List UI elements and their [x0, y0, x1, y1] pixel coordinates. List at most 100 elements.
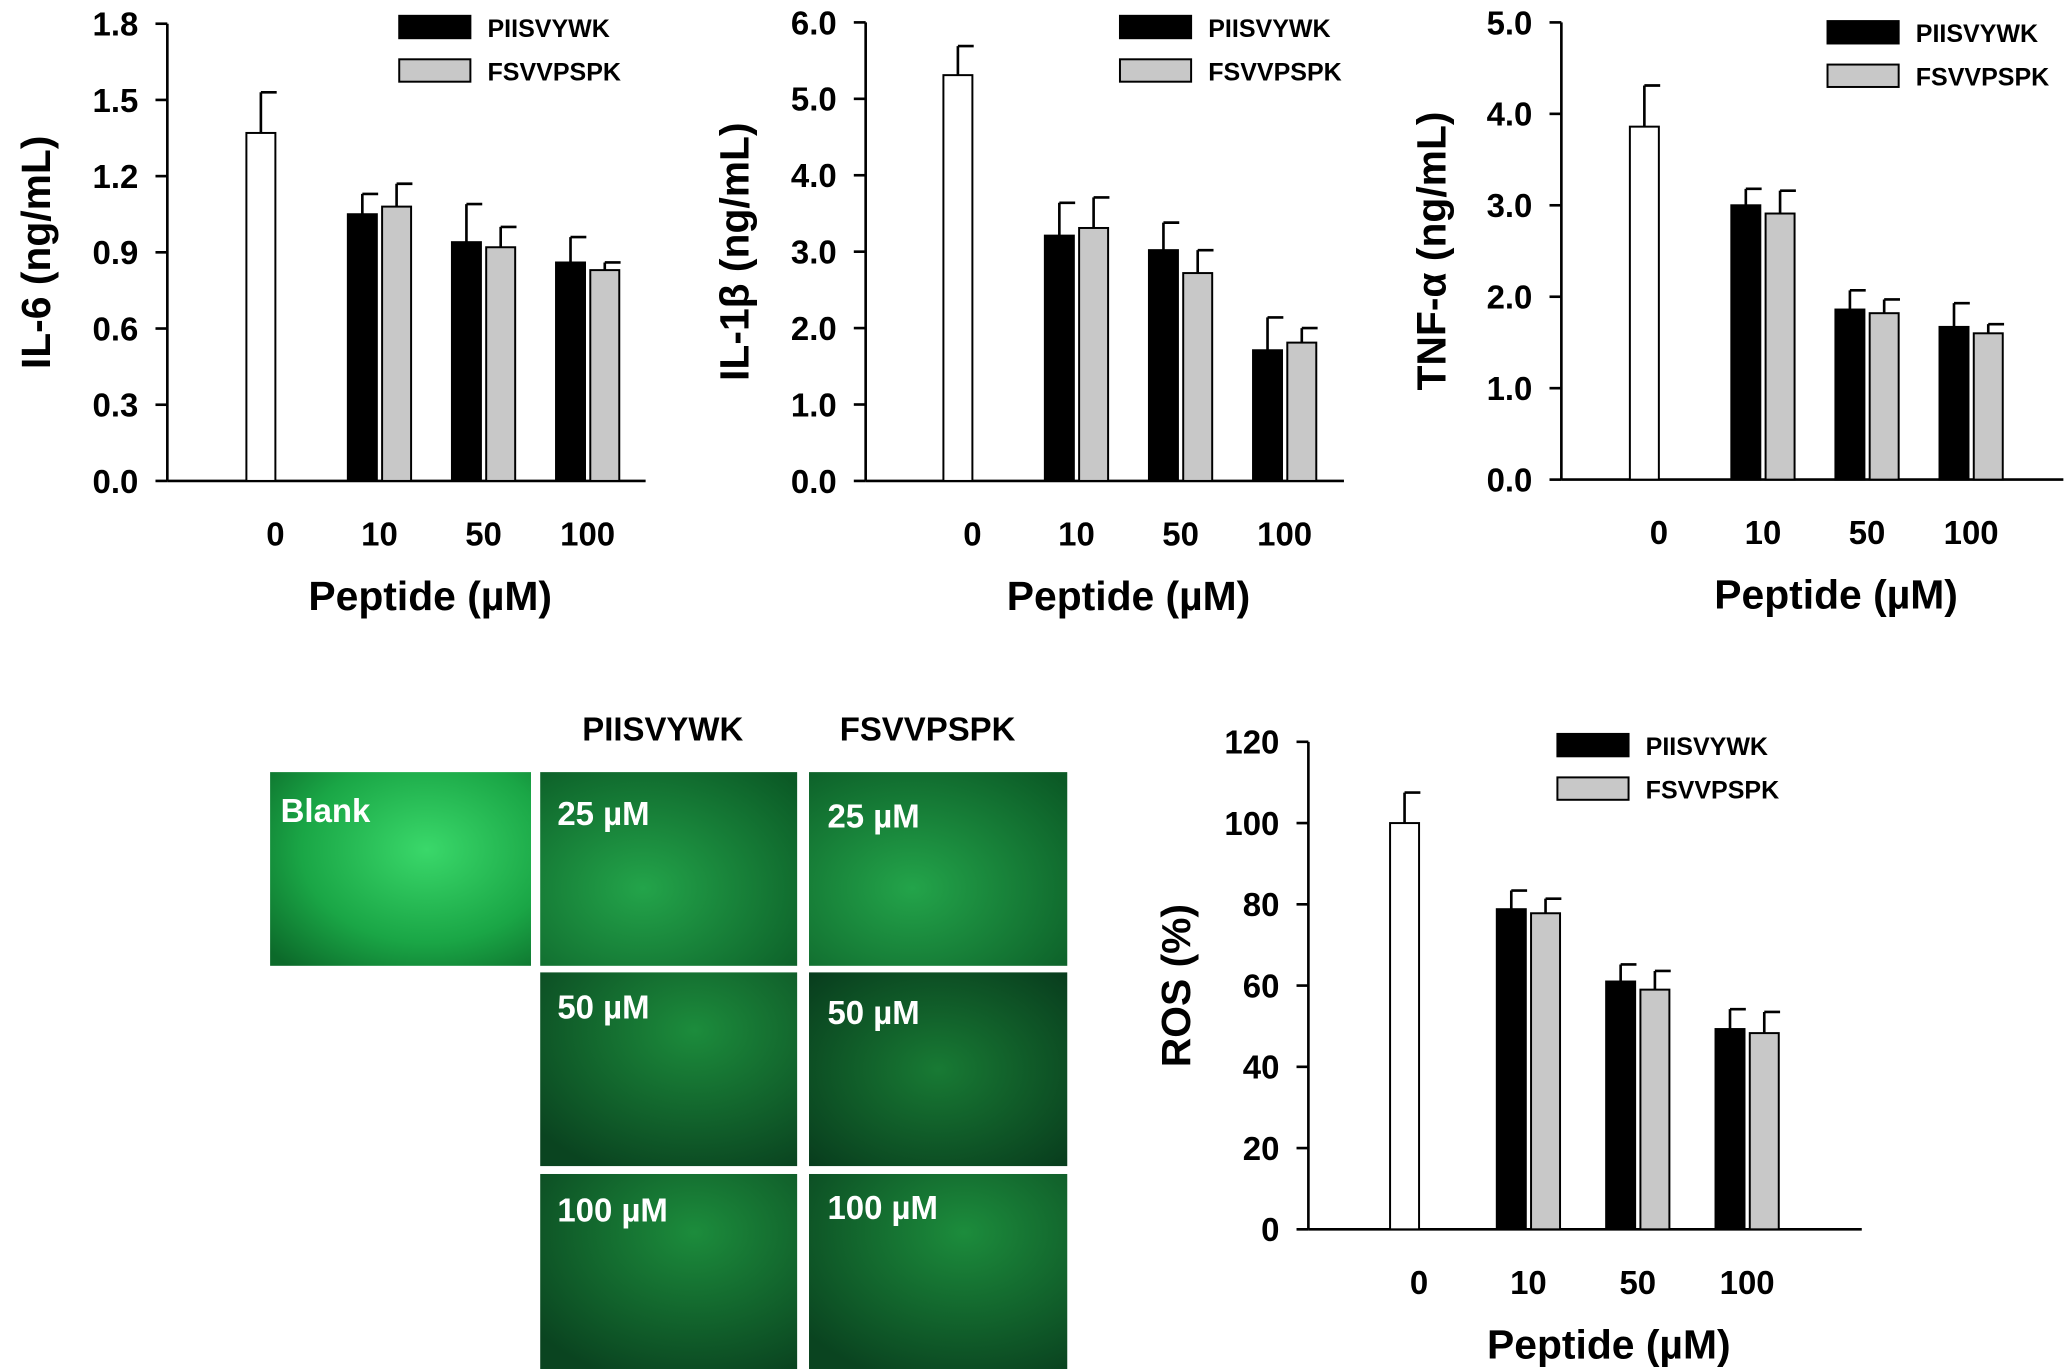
y-tick-label: 0 — [1261, 1211, 1279, 1248]
x-tick-label: 50 — [465, 515, 502, 552]
bar — [1495, 908, 1527, 1231]
y-axis-label: IL-1β (ng/mL) — [711, 122, 757, 381]
bar — [555, 261, 587, 482]
legend-swatch — [398, 58, 472, 83]
error-bar — [1162, 221, 1180, 251]
y-tick-label: 6.0 — [791, 4, 837, 41]
bar — [1972, 332, 2004, 481]
error-bar — [1092, 196, 1110, 228]
y-tick-label: 40 — [1243, 1049, 1280, 1086]
error-bar — [1952, 301, 1970, 327]
error-bar — [1619, 963, 1637, 982]
x-tick-label: 0 — [266, 515, 284, 552]
panel-label: Blank — [281, 792, 371, 829]
error-bar — [1403, 791, 1421, 824]
y-tick-label: 100 — [1224, 805, 1279, 842]
error-bar — [259, 90, 277, 133]
x-tick-label: 100 — [1257, 515, 1312, 552]
micrograph — [540, 1173, 798, 1369]
bar — [1605, 980, 1637, 1231]
y-tick-label: 5.0 — [791, 81, 837, 118]
y-axis-label: ROS (%) — [1153, 904, 1199, 1067]
bar — [1714, 1028, 1746, 1231]
error-bar — [603, 261, 621, 271]
bar — [1628, 125, 1660, 481]
legend-swatch — [1556, 732, 1630, 758]
bar — [245, 131, 277, 482]
y-tick-label: 1.0 — [791, 386, 837, 423]
legend-label: PIISVYWK — [1916, 20, 2038, 48]
error-bar — [1300, 326, 1318, 343]
panel-label: 100 µM — [827, 1189, 938, 1226]
bar — [1182, 272, 1214, 482]
error-bar — [1058, 201, 1076, 236]
y-tick-label: 1.2 — [93, 158, 139, 195]
x-tick-label: 50 — [1849, 514, 1886, 551]
y-tick-label: 0.0 — [791, 463, 837, 500]
error-bar — [1744, 187, 1762, 206]
panel-label: 100 µM — [557, 1191, 668, 1228]
legend-swatch — [1118, 14, 1193, 40]
y-tick-label: 20 — [1243, 1130, 1280, 1167]
x-axis-label: Peptide (µM) — [308, 573, 552, 619]
error-bar — [569, 235, 587, 263]
x-tick-label: 100 — [560, 515, 615, 552]
bar — [942, 74, 974, 482]
x-tick-label: 10 — [1510, 1264, 1547, 1301]
x-axis-label: Peptide (µM) — [1714, 572, 1958, 618]
legend-swatch — [1826, 63, 1900, 88]
legend-label: FSVVPSPK — [1208, 58, 1341, 86]
column-header: PIISVYWK — [582, 710, 743, 747]
legend-label: FSVVPSPK — [1646, 776, 1779, 804]
error-bar — [1266, 316, 1284, 351]
legend-swatch — [1556, 776, 1630, 801]
y-tick-label: 2.0 — [791, 310, 837, 347]
y-tick-label: 5.0 — [1487, 4, 1533, 41]
y-tick-label: 3.0 — [1487, 187, 1533, 224]
y-tick-label: 0.0 — [1487, 461, 1533, 498]
y-tick-label: 0.9 — [93, 234, 139, 271]
y-tick-label: 60 — [1243, 967, 1280, 1004]
error-bar — [1762, 1010, 1781, 1034]
y-tick-label: 1.8 — [93, 6, 139, 43]
x-tick-label: 0 — [1650, 514, 1668, 551]
y-tick-label: 0.0 — [93, 463, 139, 500]
legend-label: PIISVYWK — [488, 15, 610, 43]
x-tick-label: 0 — [1410, 1264, 1428, 1301]
bar — [1286, 341, 1318, 482]
error-bar — [1986, 322, 2005, 334]
y-tick-label: 80 — [1243, 886, 1280, 923]
error-bar — [499, 225, 517, 248]
micrograph — [540, 972, 798, 1167]
bar — [346, 213, 378, 482]
bar — [381, 205, 413, 482]
error-bar — [1196, 248, 1214, 274]
bar — [1868, 312, 1900, 481]
x-tick-label: 50 — [1162, 515, 1199, 552]
bar — [1834, 308, 1866, 481]
error-bar — [361, 192, 379, 215]
y-tick-label: 120 — [1224, 724, 1279, 761]
y-tick-label: 3.0 — [791, 234, 837, 271]
x-tick-label: 10 — [1745, 514, 1782, 551]
column-header: FSVVPSPK — [840, 710, 1016, 747]
bar — [1748, 1032, 1780, 1231]
bar — [1043, 234, 1075, 482]
error-bar — [1882, 298, 1900, 314]
error-bar — [1728, 1007, 1746, 1030]
legend-label: PIISVYWK — [1208, 15, 1330, 43]
y-axis-label: IL-6 (ng/mL) — [13, 136, 59, 370]
bar — [450, 241, 482, 482]
x-axis-label: Peptide (µM) — [1007, 573, 1251, 619]
x-tick-label: 100 — [1720, 1264, 1775, 1301]
micrograph — [270, 772, 531, 966]
bar — [1938, 325, 1970, 481]
x-tick-label: 10 — [1058, 515, 1095, 552]
y-tick-label: 1.0 — [1487, 370, 1533, 407]
bar — [1530, 912, 1562, 1231]
x-tick-label: 50 — [1619, 1264, 1656, 1301]
legend-label: FSVVPSPK — [488, 58, 621, 86]
